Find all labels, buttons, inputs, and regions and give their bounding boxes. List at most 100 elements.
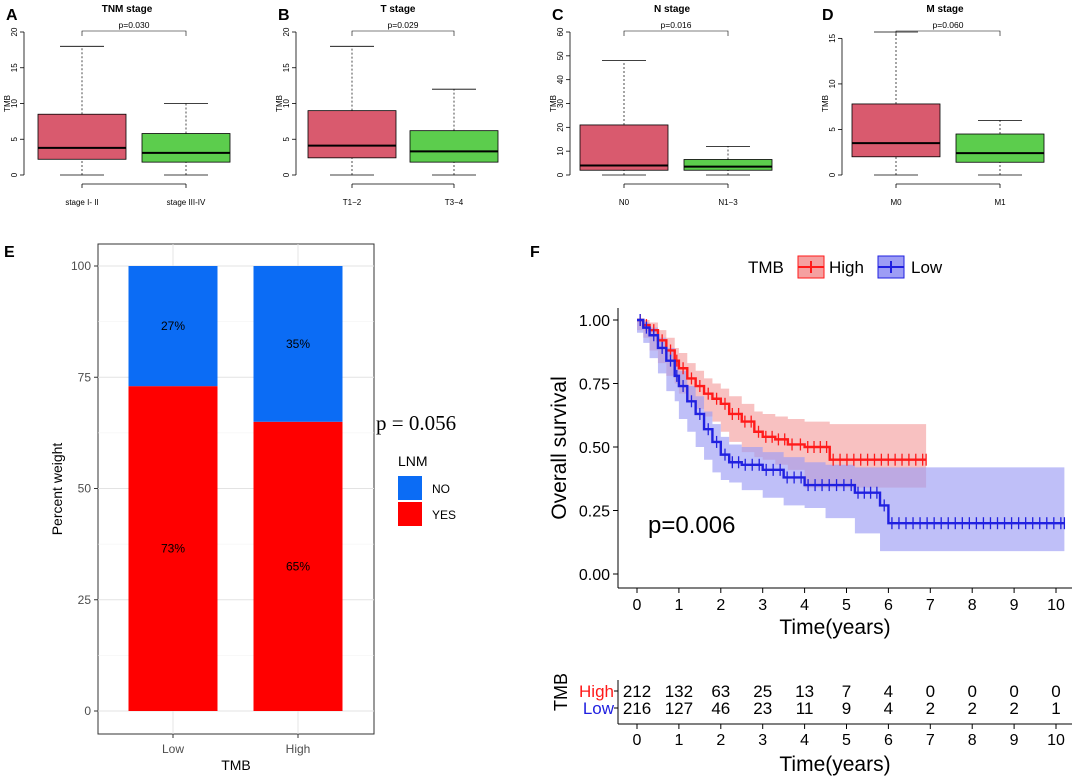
x-tick-label: 10 [1047,597,1065,614]
box [307,110,397,159]
y-axis-label: TMB [275,95,284,112]
chart-title: M stage [926,4,964,15]
y-tick-label: 25 [78,593,92,607]
bar-segment-no [128,266,218,387]
legend-label-low: Low [911,258,943,277]
bar-label-yes: 73% [161,542,185,556]
y-tick-label: 40 [556,75,565,84]
y-tick-label: 10 [828,79,837,88]
x-tick-label: Low [162,742,184,756]
x-tick-label: M0 [890,198,902,207]
box [579,124,669,171]
confidence-band-high [637,320,927,488]
risk-row-label-low: Low [583,699,615,718]
x-tick-label: 3 [758,597,767,614]
pvalue-bracket [623,30,729,36]
pvalue-label: p=0.060 [933,20,964,30]
y-axis-label: Percent weight [49,443,65,536]
x-tick-label: stage I- II [65,198,98,207]
x-tick-label: T1−2 [343,198,362,207]
x-axis-label: TMB [221,757,251,773]
x-tick-label: 9 [1010,597,1019,614]
risk-x-tick-label: 9 [1010,732,1019,749]
legend-title: LNM [398,453,428,469]
risk-count: 2 [926,699,935,718]
risk-count: 2 [967,699,976,718]
box [683,159,773,171]
y-axis-label: Overall survival [548,376,571,520]
pvalue-label: p=0.016 [661,20,692,30]
chart-title: T stage [380,4,415,15]
pvalue-label: p = 0.056 [376,411,456,435]
y-tick-label: 5 [828,127,837,132]
risk-x-axis-label: Time(years) [779,753,890,776]
box [955,133,1045,163]
x-tick-label: High [286,742,311,756]
y-tick-label: 15 [282,63,291,72]
y-tick-label: 20 [282,27,291,36]
x-tick-label: stage III-IV [167,198,206,207]
legend-label-no: NO [432,482,450,496]
x-tick-label: 0 [633,597,642,614]
y-tick-label: 5 [10,136,19,141]
y-tick-label: 0 [828,172,837,177]
x-axis-label: Time(years) [779,616,890,639]
y-tick-label: 100 [71,259,91,273]
y-tick-label: 0 [282,172,291,177]
risk-row-label-high: High [579,682,614,701]
y-axis-label: TMB [549,95,558,112]
box [409,130,499,163]
y-axis-label: TMB [3,95,12,112]
y-tick-label: 0.00 [579,567,610,584]
y-tick-label: 0 [556,172,565,177]
risk-count: 2 [1009,699,1018,718]
chart-title: TNM stage [102,4,153,15]
risk-x-tick-label: 0 [633,732,642,749]
y-axis-label: TMB [821,95,830,112]
y-tick-label: 10 [556,146,565,155]
y-tick-label: 60 [556,27,565,36]
bar-segment-no [253,266,343,422]
y-tick-label: 10 [282,99,291,108]
y-tick-label: 1.00 [579,313,610,330]
risk-table-title: TMB [551,673,571,711]
risk-count: 4 [884,682,893,701]
risk-x-tick-label: 8 [968,732,977,749]
risk-x-tick-label: 5 [842,732,851,749]
risk-x-tick-label: 3 [758,732,767,749]
bar-label-yes: 65% [286,559,310,573]
bar-segment-yes [253,421,343,711]
risk-x-tick-label: 6 [884,732,893,749]
panel-letter-e: E [4,244,15,261]
legend-label-yes: YES [432,508,456,522]
x-tick-label: 4 [800,597,809,614]
x-tick-label: 1 [674,597,683,614]
box [141,133,231,163]
risk-x-tick-label: 10 [1047,732,1065,749]
risk-x-tick-label: 2 [716,732,725,749]
risk-count: 0 [1009,682,1018,701]
risk-count: 13 [795,682,814,701]
survival-curve-low [637,318,1065,525]
legend-swatch-yes [398,502,422,526]
panel-letter-f: F [530,244,540,261]
risk-x-tick-label: 1 [674,732,683,749]
panel-letter-c: C [552,7,564,24]
x-tick-label: 5 [842,597,851,614]
pvalue-bracket [81,30,187,36]
legend-title: TMB [748,258,784,277]
box-plot-panels: TNM stage TMB 0 5 10 15 20 p=0.030 stage I- II st… [3,4,1045,207]
x-tick-label: T3−4 [445,198,464,207]
box-panel-c: N stage TMB 0 10 20 30 40 50 60 p=0.016 N0 N1−3 [549,4,773,207]
x-tick-label: 8 [968,597,977,614]
pvalue-bracket [351,30,455,36]
box-panel-a: TNM stage TMB 0 5 10 15 20 p=0.030 stage I- II st… [3,4,231,207]
confidence-band-low [637,320,1065,552]
risk-count: 11 [796,699,814,718]
y-tick-label: 10 [10,99,19,108]
pvalue-bracket [895,30,1001,36]
pvalue-label: p=0.030 [119,20,150,30]
y-tick-label: 0 [10,172,19,177]
